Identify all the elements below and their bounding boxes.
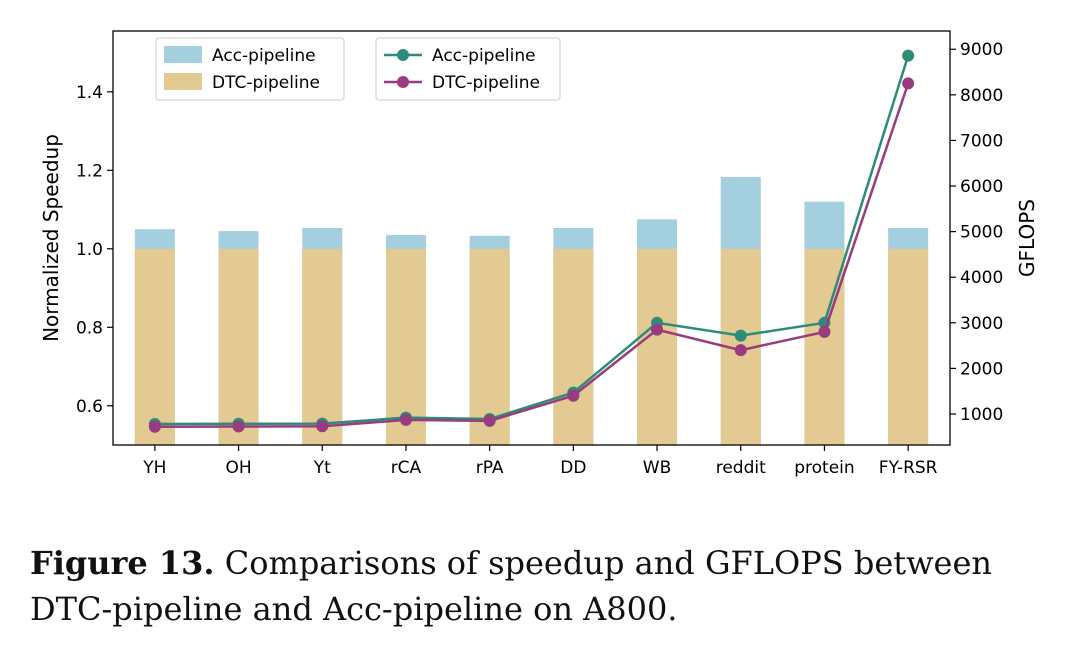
y2-tick-label: 1000 [960,405,1003,425]
bar-dtc-pipeline-fy-rsr [888,248,929,445]
y2-tick-label: 8000 [960,86,1003,106]
line-legend-label: Acc-pipeline [432,46,536,66]
caption-label: Figure 13. [30,544,215,582]
y-tick-label: 0.8 [76,318,103,338]
x-tick-label: reddit [716,458,766,478]
point-dtc-pipeline-yh [148,420,161,433]
x-tick-label: Yt [313,458,331,478]
point-dtc-pipeline-wb [651,323,664,336]
x-tick-label: FY-RSR [879,458,938,478]
y2-tick-label: 3000 [960,314,1003,334]
y-tick-label: 1.2 [76,161,103,181]
line-legend-label: DTC-pipeline [432,73,540,93]
bar-dtc-pipeline-yh [134,248,175,445]
y2-tick-label: 7000 [960,131,1003,151]
line-dtc-pipeline [154,83,910,429]
bar-legend-label: Acc-pipeline [212,46,316,66]
figure-caption: Figure 13. Comparisons of speedup and GF… [30,540,1050,632]
x-tick-label: WB [643,458,671,478]
y-tick-label: 1.4 [76,83,103,103]
x-tick-label: rPA [476,458,504,478]
y2-tick-label: 9000 [960,40,1003,60]
point-dtc-pipeline-reddit [734,344,747,357]
bar-dtc-pipeline-oh [218,248,259,445]
point-dtc-pipeline-dd [567,389,580,402]
y-tick-label: 0.6 [76,397,103,417]
x-tick-label: rCA [391,458,422,478]
line-legend-marker [397,76,409,88]
point-dtc-pipeline-fy-rsr [902,77,915,90]
point-dtc-pipeline-protein [818,325,831,338]
plot-frame [112,30,951,446]
point-dtc-pipeline-oh [232,420,245,433]
bar-dtc-pipeline-dd [553,248,594,445]
caption-text: Comparisons of speedup and GFLOPS betwee… [30,544,992,628]
x-tick-label: DD [560,458,586,478]
point-dtc-pipeline-rpa [483,414,496,427]
x-tick-label: YH [142,458,166,478]
x-tick-label: OH [225,458,251,478]
bar-dtc-pipeline-wb [637,248,678,445]
line-legend-marker [397,49,409,61]
bar-legend-swatch [164,73,202,90]
line-acc-pipeline [154,55,910,426]
y2-tick-label: 6000 [960,177,1003,197]
y2-tick-label: 4000 [960,268,1003,288]
bar-legend-label: DTC-pipeline [212,73,320,93]
point-dtc-pipeline-yt [316,420,329,433]
bar-dtc-pipeline-yt [302,248,343,445]
bar-dtc-pipeline-rpa [469,248,510,445]
y2-tick-label: 2000 [960,359,1003,379]
y-axis-label: Normalized Speedup [39,134,63,342]
bar-legend-swatch [164,46,202,63]
point-dtc-pipeline-rca [399,413,412,426]
y2-tick-label: 5000 [960,223,1003,243]
y-tick-label: 1.0 [76,240,103,260]
line-legend-box [375,37,561,101]
bar-legend-box [155,37,345,101]
point-acc-pipeline-reddit [734,329,747,342]
y2-axis-label: GFLOPS [1015,199,1039,277]
chart: 0.6 0.8 1.0 1.2 1.4 1000 2000 3000 4000 5000 6000 7… [39,30,1039,478]
point-acc-pipeline-fy-rsr [902,49,915,62]
x-tick-label: protein [794,458,854,478]
